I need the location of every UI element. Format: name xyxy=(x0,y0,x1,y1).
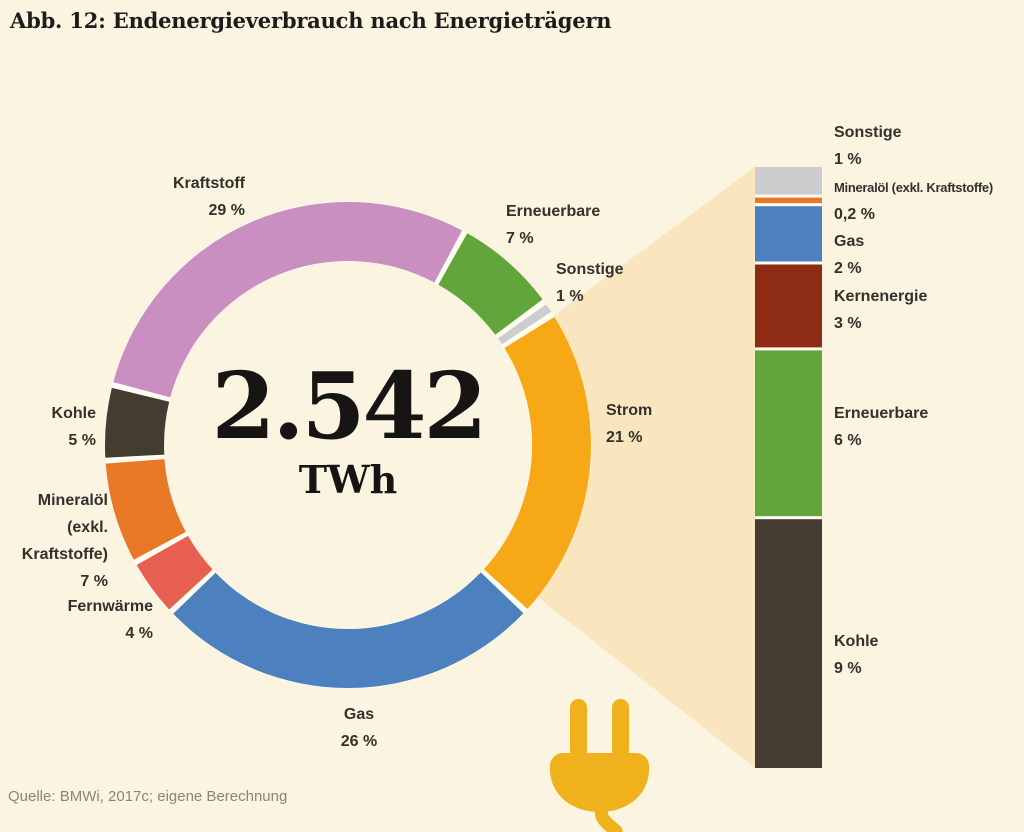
donut-segment-gas xyxy=(173,572,524,689)
donut-label-kraftstoff: Kraftstoff 29 % xyxy=(105,170,245,224)
label-text: Kernenergie xyxy=(834,288,928,305)
donut-label-kohle: Kohle 5 % xyxy=(28,400,96,454)
bar-label-gas: Gas 2 % xyxy=(834,228,1022,282)
plug-prong-right xyxy=(612,699,629,759)
donut-center-value: 2.542 xyxy=(211,352,487,460)
donut-segment-fernw-rme xyxy=(136,535,213,610)
donut-label-erneuerbare: Erneuerbare 7 % xyxy=(506,198,666,252)
figure-title: Abb. 12: Endenergieverbrauch nach Energi… xyxy=(10,8,612,33)
bar-label-mineraloel: Mineralöl (exkl. Kraftstoffe) 0,2 % xyxy=(834,174,1024,228)
label-text: Fernwärme xyxy=(67,598,153,615)
bar-segment-gas xyxy=(755,206,822,262)
label-text: Mineralöl (exkl. Kraftstoffe) xyxy=(21,492,108,563)
plug-cable xyxy=(594,801,623,832)
label-text: Kohle xyxy=(834,633,879,650)
label-value: 1 % xyxy=(834,151,862,168)
donut-label-sonstige: Sonstige 1 % xyxy=(556,256,666,310)
donut-center: 2.542 TWh xyxy=(198,356,498,500)
donut-label-fernwaerme: Fernwärme 4 % xyxy=(40,593,153,647)
label-value: 29 % xyxy=(208,202,245,219)
donut-label-strom: Strom 21 % xyxy=(606,397,706,451)
label-value: 1 % xyxy=(556,288,584,305)
beam-shape xyxy=(536,167,755,768)
label-value: 9 % xyxy=(834,660,862,677)
bar-segment-kohle xyxy=(755,519,822,768)
donut-segment-mineral-l-exkl-kraftstoffe xyxy=(105,459,186,560)
plug-body xyxy=(550,753,649,812)
label-value: 26 % xyxy=(340,733,378,750)
donut-label-mineraloel: Mineralöl (exkl. Kraftstoffe) 7 % xyxy=(0,487,108,595)
plug-prong-left xyxy=(570,699,587,759)
bar-label-kohle: Kohle 9 % xyxy=(834,628,1022,682)
label-text: Erneuerbare xyxy=(506,203,601,220)
bar-segment-sonstige xyxy=(755,167,822,195)
donut-label-gas: Gas 26 % xyxy=(300,701,418,755)
label-value: 6 % xyxy=(834,432,862,449)
bar-label-kernenergie: Kernenergie 3 % xyxy=(834,283,1022,337)
label-text: Kohle xyxy=(51,405,96,422)
label-text: Strom xyxy=(606,402,653,419)
label-value: 7 % xyxy=(80,573,108,590)
label-value: 21 % xyxy=(606,429,643,446)
donut-segment-sonstige xyxy=(498,304,552,345)
label-text: Gas xyxy=(343,706,375,723)
label-text: Kraftstoff xyxy=(173,175,245,192)
label-text: Erneuerbare xyxy=(834,405,929,422)
source-note: Quelle: BMWi, 2017c; eigene Berechnung xyxy=(8,788,288,805)
donut-segment-erneuerbare xyxy=(438,233,543,335)
label-value: 0,2 % xyxy=(834,206,875,223)
donut-segment-strom xyxy=(483,316,592,609)
label-value: 7 % xyxy=(506,230,534,247)
donut-segment-kraftstoff xyxy=(113,201,463,398)
bar-label-erneuerbare: Erneuerbare 6 % xyxy=(834,400,1022,454)
bar-segment-kernenergie xyxy=(755,264,822,348)
donut-center-unit: TWh xyxy=(298,457,398,502)
donut-segment-kohle xyxy=(104,387,170,458)
bar-segment-erneuerbare xyxy=(755,350,822,517)
plug-icon xyxy=(550,699,649,832)
label-value: 5 % xyxy=(68,432,96,449)
label-value: 2 % xyxy=(834,260,862,277)
label-value: 3 % xyxy=(834,315,862,332)
label-value: 4 % xyxy=(125,625,153,642)
bar-label-sonstige: Sonstige 1 % xyxy=(834,119,1022,173)
label-text: Sonstige xyxy=(556,261,624,278)
bar-segment-mineral-l-exkl-kraftstoffe xyxy=(755,197,822,204)
label-text: Gas xyxy=(834,233,865,250)
label-text: Mineralöl (exkl. Kraftstoffe) xyxy=(834,180,993,195)
label-text: Sonstige xyxy=(834,124,902,141)
